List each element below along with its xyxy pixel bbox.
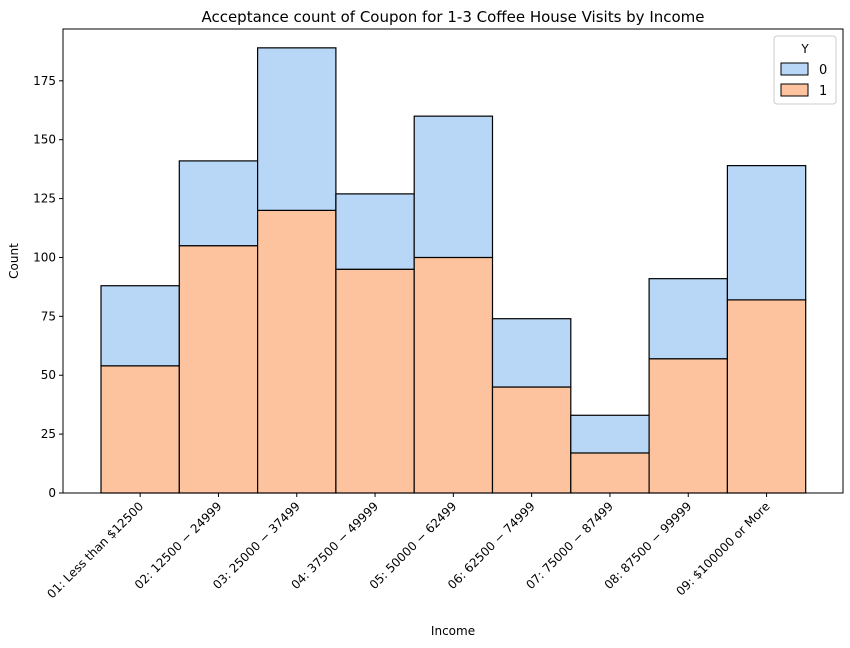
y-tick-label: 125 — [33, 192, 56, 206]
legend: Y0 1 — [773, 35, 837, 105]
y-tick-label: 175 — [33, 74, 56, 88]
x-tick-label: 06: 62500 − 74999 — [445, 499, 538, 592]
bar-0-9 — [726, 165, 807, 301]
x-tick-label: 01: Less than $12500 — [44, 499, 146, 601]
legend-label-0: 0 — [819, 63, 827, 78]
legend-label-1: 1 — [819, 84, 827, 99]
bar-0-4 — [335, 193, 415, 270]
y-tick-label: 0 — [48, 486, 56, 500]
bar-1-3 — [257, 209, 337, 494]
bar-1-5 — [413, 256, 494, 494]
y-tick-label: 100 — [33, 250, 56, 264]
bar-0-5 — [413, 115, 494, 259]
x-tick-label: 02: 12500 − 24999 — [132, 499, 225, 592]
x-tick-label: 07: 75000 − 87499 — [523, 499, 616, 592]
y-tick-label: 75 — [41, 309, 56, 323]
bar-1-7 — [570, 452, 650, 494]
bar-0-7 — [570, 414, 650, 454]
bar-0-8 — [648, 278, 728, 360]
bar-1-1 — [100, 365, 180, 494]
legend-title: Y — [800, 42, 809, 56]
bar-1-6 — [491, 386, 572, 494]
bar-1-8 — [648, 358, 728, 494]
bar-0-1 — [100, 285, 180, 367]
x-tick-label: 08: 87500 − 99999 — [602, 499, 695, 592]
x-tick-label: 04: 37500 − 49999 — [288, 499, 381, 592]
y-axis: 0 25 50 75 100 125 150 175 — [33, 74, 63, 500]
y-tick-label: 50 — [41, 368, 56, 382]
legend-swatch-0 — [780, 62, 809, 76]
bar-0-2 — [178, 160, 259, 247]
bar-1-2 — [178, 245, 259, 494]
y-tick-label: 150 — [33, 133, 56, 147]
chart-title: Acceptance count of Coupon for 1-3 Coffe… — [201, 8, 704, 26]
y-tick-label: 25 — [41, 427, 56, 441]
bar-1-9 — [726, 299, 807, 494]
plot-area — [100, 47, 807, 494]
y-axis-label: Count — [7, 243, 21, 279]
x-tick-label: 03: 25000 − 37499 — [210, 499, 303, 592]
bar-0-3 — [257, 47, 337, 211]
bar-0-6 — [491, 318, 572, 388]
x-tick-label: 05: 50000 − 62499 — [367, 499, 460, 592]
x-axis-label: Income — [431, 624, 475, 638]
legend-swatch-1 — [780, 83, 809, 97]
bar-1-4 — [335, 268, 415, 494]
